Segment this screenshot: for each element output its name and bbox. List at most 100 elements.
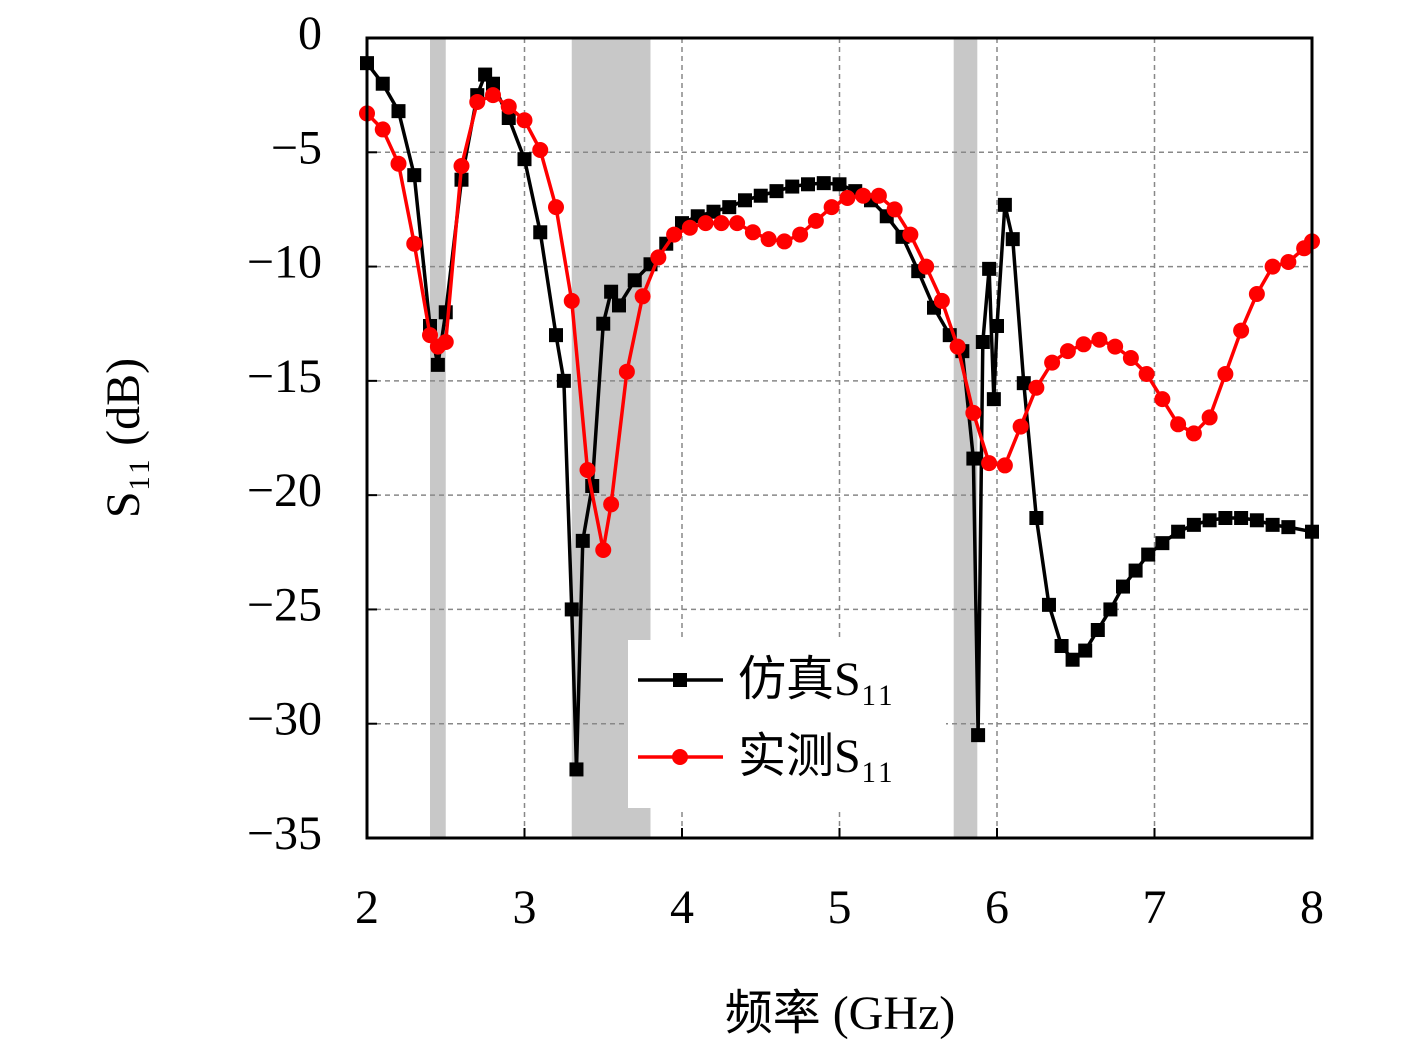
marker (801, 177, 815, 192)
marker (563, 292, 580, 309)
marker (996, 457, 1013, 474)
marker (722, 200, 737, 215)
marker (870, 187, 887, 204)
marker (697, 215, 714, 232)
marker (1078, 643, 1093, 658)
marker (634, 288, 651, 305)
marker (769, 184, 784, 199)
marker (1075, 336, 1092, 353)
marker (1016, 376, 1031, 391)
marker (1107, 338, 1124, 355)
y-axis-label: S₁₁ (dB) (97, 358, 150, 518)
marker (982, 261, 997, 276)
marker (1185, 425, 1202, 442)
marker (1059, 343, 1076, 360)
marker (1154, 391, 1171, 408)
marker (1091, 331, 1108, 348)
marker (533, 225, 548, 240)
marker (816, 176, 831, 191)
marker (1249, 513, 1264, 528)
marker (832, 177, 847, 192)
marker (1065, 652, 1080, 667)
marker (949, 338, 966, 355)
marker (1028, 379, 1045, 396)
marker (666, 226, 683, 243)
marker (706, 204, 721, 219)
marker (1280, 254, 1297, 270)
marker (855, 187, 872, 204)
marker (713, 215, 730, 232)
y-tick-label: −10 (247, 236, 322, 289)
marker (672, 749, 688, 765)
marker (990, 319, 1004, 333)
marker (744, 224, 761, 241)
marker (1116, 579, 1130, 594)
marker (1233, 322, 1250, 339)
y-tick-label: −20 (247, 464, 322, 517)
marker (517, 152, 532, 167)
marker (486, 76, 500, 91)
marker (596, 316, 611, 331)
marker (792, 226, 809, 243)
marker (760, 231, 777, 248)
marker (1138, 366, 1155, 382)
x-tick-label: 5 (828, 881, 852, 934)
marker (1029, 511, 1044, 525)
marker (753, 188, 768, 203)
marker (823, 199, 840, 216)
marker (1248, 286, 1265, 302)
marker (579, 462, 596, 478)
marker (886, 201, 903, 218)
marker (390, 155, 407, 172)
marker (1090, 623, 1105, 637)
marker (986, 392, 1001, 407)
marker (604, 284, 619, 299)
marker (407, 168, 422, 183)
marker (618, 363, 635, 380)
marker (612, 298, 626, 313)
marker (453, 158, 470, 174)
marker (1155, 536, 1170, 551)
legend-box (628, 640, 946, 808)
marker (975, 335, 990, 349)
marker (1201, 409, 1218, 426)
marker (738, 193, 752, 208)
marker (981, 455, 998, 472)
marker (1054, 639, 1069, 653)
marker (776, 233, 793, 250)
y-tick-label: −30 (247, 693, 322, 746)
marker (681, 219, 698, 236)
marker (375, 76, 390, 91)
marker (406, 235, 423, 252)
marker (1218, 511, 1233, 525)
x-axis-label: 频率 (GHz) (725, 987, 956, 1040)
marker (564, 602, 579, 617)
marker (500, 98, 517, 115)
marker (1128, 563, 1143, 578)
marker (1264, 258, 1281, 275)
x-tick-label: 6 (985, 881, 1009, 934)
marker (1186, 517, 1201, 532)
marker (650, 249, 667, 266)
y-tick-label: −35 (247, 807, 322, 860)
marker (422, 327, 438, 344)
marker (437, 334, 454, 350)
marker (438, 305, 453, 320)
marker (595, 542, 612, 558)
marker (556, 373, 571, 388)
y-tick-label: −15 (247, 350, 322, 403)
marker (1234, 511, 1249, 525)
x-tick-label: 7 (1143, 881, 1167, 934)
marker (391, 104, 406, 119)
marker (575, 533, 590, 548)
marker (603, 496, 620, 513)
marker (1217, 366, 1234, 382)
marker (548, 199, 564, 216)
marker (1041, 597, 1056, 612)
marker (673, 673, 687, 687)
marker (430, 357, 445, 372)
marker (1012, 418, 1029, 435)
marker (807, 212, 824, 229)
